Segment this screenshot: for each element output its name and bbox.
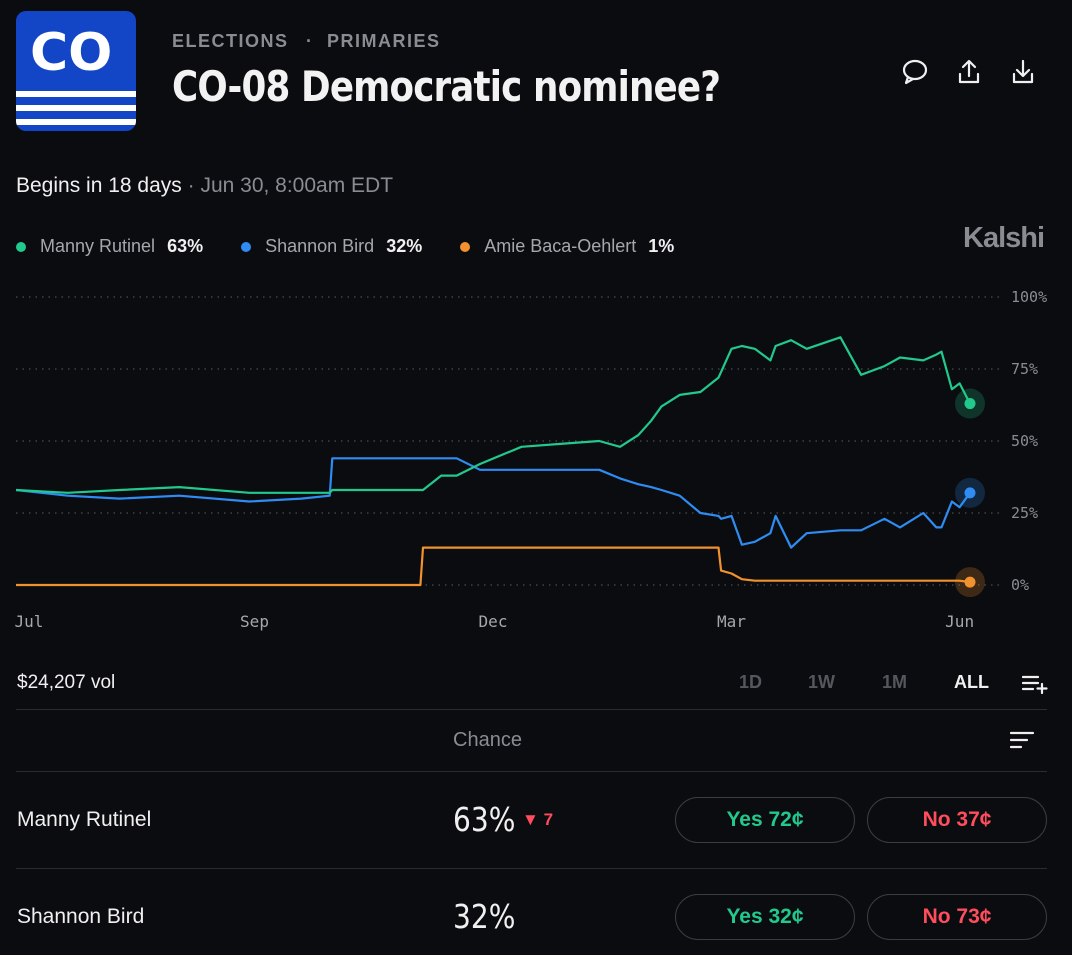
comment-icon[interactable]: [902, 59, 928, 85]
yes-button[interactable]: Yes 72¢: [675, 797, 855, 843]
row-name: Shannon Bird: [17, 905, 145, 928]
divider: [16, 709, 1047, 710]
change-value: 7: [543, 810, 554, 829]
separator: ·: [187, 174, 201, 197]
volume: $24,207 vol: [17, 672, 116, 693]
sort-icon[interactable]: [1010, 730, 1036, 750]
legend-name: Amie Baca-Oehlert: [484, 236, 637, 256]
x-tick-label: Jun: [945, 612, 974, 631]
add-icon[interactable]: [1022, 674, 1050, 694]
stripe: [16, 105, 136, 111]
range-button[interactable]: ALL: [954, 672, 989, 692]
brand: Kalshi: [963, 222, 1045, 254]
y-tick-label: 0%: [1011, 576, 1029, 594]
download-icon[interactable]: [1012, 59, 1034, 84]
x-tick-label: Sep: [240, 612, 269, 631]
legend-name: Manny Rutinel: [40, 236, 156, 256]
status: Begins in 18 days · Jun 30, 8:00am EDT: [16, 174, 393, 198]
separator: ·: [306, 31, 314, 51]
series-line: [15, 457, 971, 549]
end-dot: [964, 398, 976, 410]
state-badge: CO: [16, 11, 136, 131]
y-tick-label: 75%: [1011, 360, 1038, 378]
end-dot: [964, 487, 976, 499]
x-tick-label: Mar: [717, 612, 746, 631]
legend-value: 32%: [386, 236, 423, 256]
yes-button[interactable]: Yes 32¢: [675, 894, 855, 940]
divider: [16, 771, 1047, 772]
legend-item: Shannon Bird 32%: [241, 236, 422, 257]
legend-item: Manny Rutinel 63%: [16, 236, 203, 257]
legend: Manny Rutinel 63% Shannon Bird 32% Amie Baca…: [16, 236, 674, 257]
y-tick-label: 100%: [1011, 288, 1047, 306]
row-name: Manny Rutinel: [17, 808, 152, 831]
legend-dot: [241, 241, 252, 252]
legend-item: Amie Baca-Oehlert 1%: [460, 236, 674, 257]
x-tick-label: Jul: [15, 612, 44, 631]
chance: 32%: [453, 897, 516, 936]
chart: 0% 25% 50% 75% 100% Jul Sep Dec Mar Jun: [15, 288, 1048, 631]
change: ▼ 7: [522, 810, 554, 829]
legend-dot: [16, 241, 26, 252]
breadcrumb[interactable]: PRIMARIES: [327, 31, 441, 51]
begins: Begins in 18 days: [16, 174, 182, 197]
title: CO-08 Democratic nominee?: [172, 62, 721, 111]
range-button[interactable]: 1M: [882, 672, 908, 692]
toolbar-icons: [902, 59, 1034, 85]
series-line: [16, 546, 971, 587]
legend-name: Shannon Bird: [265, 236, 375, 256]
column-header: Chance: [453, 729, 522, 751]
y-tick-label: 50%: [1011, 432, 1038, 450]
stripe: [16, 91, 136, 97]
legend-value: 1%: [648, 236, 675, 256]
date: Jun 30, 8:00am EDT: [200, 174, 394, 197]
range-button[interactable]: 1W: [808, 672, 835, 692]
series-line: [15, 336, 971, 494]
x-tick-label: Dec: [479, 612, 508, 631]
chance: 63%: [453, 800, 516, 839]
no-button[interactable]: No 73¢: [867, 894, 1047, 940]
breadcrumb[interactable]: ELECTIONS: [172, 31, 289, 51]
no-button[interactable]: No 37¢: [867, 797, 1047, 843]
legend-value: 63%: [167, 236, 204, 256]
end-dot: [964, 576, 976, 588]
share-icon[interactable]: [958, 59, 980, 84]
stripe: [16, 119, 136, 125]
divider: [16, 868, 1047, 869]
badge-text: CO: [30, 23, 113, 83]
legend-dot: [460, 241, 471, 252]
range-button[interactable]: 1D: [739, 672, 763, 692]
y-tick-label: 25%: [1011, 504, 1038, 522]
